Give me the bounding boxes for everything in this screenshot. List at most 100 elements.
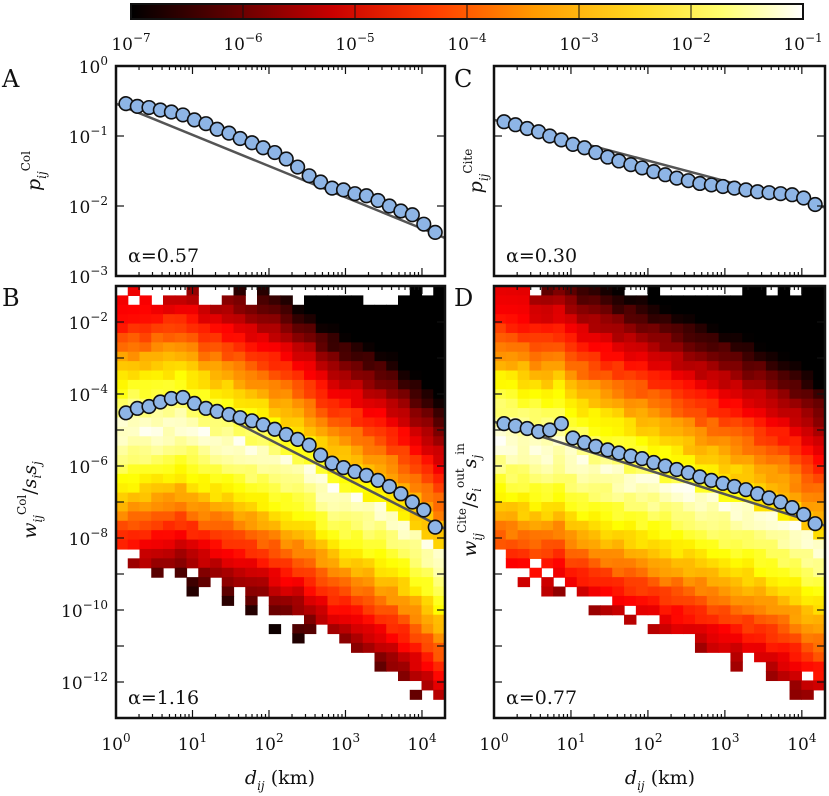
heatmap-cell (186, 473, 199, 484)
heatmap-cell (683, 586, 696, 597)
heatmap-cell (754, 304, 767, 315)
heatmap-cell (233, 304, 246, 315)
heatmap-cell (777, 605, 791, 616)
heatmap-cell (174, 558, 188, 569)
heatmap-cell (433, 379, 445, 390)
heatmap-cell (765, 455, 779, 466)
heatmap-cell (813, 332, 825, 343)
heatmap-cell (541, 511, 554, 522)
heatmap-cell (683, 614, 696, 625)
heatmap-cell (139, 483, 152, 494)
heatmap-cell (730, 361, 743, 372)
heatmap-cell (612, 605, 625, 616)
heatmap-cell (777, 624, 791, 635)
heatmap-cell (694, 511, 708, 522)
heatmap-cell (174, 511, 188, 522)
heatmap-cell (600, 502, 613, 512)
heatmap-cell (671, 304, 684, 315)
heatmap-cell (777, 577, 791, 588)
heatmap-cell (351, 548, 364, 559)
heatmap-cell (186, 417, 199, 428)
heatmap-cell (553, 548, 566, 559)
heatmap-cell (730, 323, 743, 334)
heatmap-cell (671, 361, 684, 372)
data-point (796, 506, 812, 523)
heatmap-cell (588, 464, 601, 475)
heatmap-cell (517, 351, 531, 362)
heatmap-cell (541, 408, 554, 419)
heatmap-cell (151, 558, 164, 569)
heatmap-cell (777, 567, 791, 578)
x-tick-label: 102 (254, 731, 283, 755)
heatmap-cell (777, 661, 791, 672)
heatmap-cell (221, 332, 235, 343)
heatmap-cell (801, 351, 814, 362)
heatmap-cell (789, 436, 802, 447)
heatmap-cell (730, 473, 743, 484)
heatmap-cell (245, 558, 258, 569)
heatmap-cell (315, 426, 329, 437)
heatmap-cell (659, 342, 672, 353)
heatmap-cell (268, 304, 282, 315)
heatmap-cell (151, 379, 164, 390)
heatmap-cell (210, 314, 223, 325)
heatmap-cell (409, 473, 423, 484)
heatmap-cell (765, 483, 779, 494)
heatmap-cell (789, 586, 802, 597)
heatmap-cell (576, 286, 590, 296)
heatmap-cell (139, 464, 152, 475)
heatmap-cell (730, 455, 743, 466)
heatmap-cell (706, 642, 720, 653)
heatmap-cell (362, 539, 376, 550)
heatmap-cell (588, 586, 601, 597)
heatmap-cell (517, 492, 531, 503)
heatmap-cell (257, 530, 270, 541)
heatmap-cell (730, 614, 743, 625)
heatmap-cell (588, 389, 601, 400)
heatmap-cell (221, 492, 235, 503)
heatmap-cell (789, 370, 802, 381)
heatmap-cell (730, 558, 743, 569)
heatmap-cell (588, 511, 601, 522)
heatmap-cell (280, 332, 293, 343)
heatmap-cell (327, 389, 340, 400)
heatmap-cell (339, 530, 352, 541)
heatmap-cell (409, 671, 423, 682)
heatmap-cell (351, 379, 364, 390)
heatmap-cell (813, 671, 825, 682)
heatmap-cell (754, 473, 767, 484)
heatmap-cell (517, 304, 531, 315)
heatmap-cell (553, 520, 566, 531)
heatmap-cell (198, 539, 211, 550)
heatmap-cell (198, 483, 211, 494)
heatmap-cell (765, 577, 779, 588)
heatmap-cell (339, 483, 352, 494)
heatmap-cell (553, 464, 566, 475)
heatmap-cell (564, 539, 578, 550)
heatmap-cell (398, 426, 411, 437)
heatmap-cell (754, 379, 767, 390)
heatmap-cell (433, 633, 445, 644)
heatmap-cell (564, 379, 578, 390)
heatmap-cell (174, 417, 188, 428)
heatmap-cell (576, 304, 590, 315)
heatmap-cell (576, 370, 590, 381)
heatmap-cell (742, 548, 755, 559)
heatmap-cell (777, 558, 791, 569)
heatmap-cell (789, 304, 802, 315)
y-tick-label: 10−1 (69, 124, 108, 148)
heatmap-cell (600, 342, 613, 353)
heatmap-cell (635, 483, 649, 494)
heatmap-cell (233, 539, 246, 550)
heatmap-cell (683, 417, 696, 428)
heatmap-cell (730, 661, 743, 672)
heatmap-cell (362, 614, 376, 625)
heatmap-cell (754, 633, 767, 644)
heatmap-cell (174, 332, 188, 343)
heatmap-cell (233, 323, 246, 334)
heatmap-cell (433, 652, 445, 663)
heatmap-cell (765, 567, 779, 578)
heatmap-cell (813, 342, 825, 353)
heatmap-cell (754, 286, 767, 296)
heatmap-cell (245, 323, 258, 334)
